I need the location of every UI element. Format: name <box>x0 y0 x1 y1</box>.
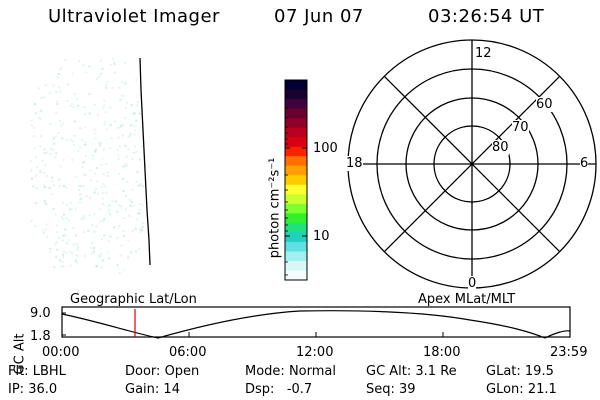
seq-value: 39 <box>399 382 416 397</box>
colorbar-swatch <box>285 118 307 129</box>
geographic-label: Geographic Lat/Lon <box>70 292 197 307</box>
gain-label: Gain: 14 <box>125 382 180 397</box>
time-tick-1800: 18:00 <box>423 345 461 360</box>
colorbar-swatch <box>285 108 307 119</box>
gc-alt-value: 3.1 Re <box>415 364 457 379</box>
mlt-label-0: 0 <box>468 276 477 291</box>
colorbar-swatch <box>285 251 307 262</box>
mlt-label-6: 6 <box>580 156 589 171</box>
colorbar-swatch <box>285 260 307 271</box>
ip-value: 36.0 <box>28 382 58 397</box>
time-tick-2359: 23:59 <box>550 345 588 360</box>
colorbar-swatch <box>285 175 307 186</box>
colorbar-swatch <box>285 222 307 233</box>
terminator-line <box>139 57 151 266</box>
glat-label: GLat: 19.5 <box>486 364 554 379</box>
time-tick-0000: 00:00 <box>42 345 80 360</box>
mode-value: Normal <box>288 364 336 379</box>
time-tick-1200: 12:00 <box>296 345 334 360</box>
colorbar-swatch <box>285 241 307 252</box>
glon-label: GLon: 21.1 <box>486 382 557 397</box>
colorbar-swatch <box>285 194 307 205</box>
mlt-label-18: 18 <box>346 156 363 171</box>
colorbar-swatch <box>285 146 307 157</box>
mode-label: Mode: Normal <box>245 364 336 379</box>
colorbar-tick-10: 10 <box>313 229 330 244</box>
colorbar-swatch <box>285 99 307 110</box>
gain-value: 14 <box>163 382 180 397</box>
colorbar-swatch <box>285 203 307 214</box>
mlt-diagonal-2 <box>383 75 561 253</box>
observation-time: 03:26:54 UT <box>428 6 545 27</box>
glon-value: 21.1 <box>527 382 557 397</box>
auroral-speckles <box>30 58 144 274</box>
lat-label-70: 70 <box>512 120 529 135</box>
lat-label-60: 60 <box>536 97 553 112</box>
dsp-label: Dsp: -0.7 <box>245 382 313 397</box>
seq-label: Seq: 39 <box>366 382 416 397</box>
colorbar-swatch <box>285 213 307 224</box>
colorbar-swatch <box>285 127 307 138</box>
time-tick-0600: 06:00 <box>169 345 207 360</box>
colorbar-swatch <box>285 89 307 100</box>
filter-label: Flt: LBHL <box>8 364 66 379</box>
colorbar-swatch <box>285 156 307 167</box>
colorbar-swatch <box>285 165 307 176</box>
filter-value: LBHL <box>32 364 66 379</box>
colorbar-swatch <box>285 80 307 91</box>
colorbar-swatch <box>285 232 307 243</box>
apex-label: Apex MLat/MLT <box>418 292 516 307</box>
alt-tick-1-8: 1.8 <box>30 329 51 344</box>
instrument-title: Ultraviolet Imager <box>48 6 220 27</box>
altitude-curve <box>61 310 571 339</box>
colorbar-swatch <box>285 137 307 148</box>
lat-label-80: 80 <box>492 140 509 155</box>
alt-tick-9: 9.0 <box>30 306 51 321</box>
colorbar-swatch <box>285 184 307 195</box>
dsp-value: -0.7 <box>286 382 313 397</box>
door-label: Door: Open <box>125 364 200 379</box>
observation-date: 07 Jun 07 <box>274 6 364 27</box>
colorbar-swatch <box>285 270 307 281</box>
glat-value: 19.5 <box>524 364 554 379</box>
gc-alt-label: GC Alt: 3.1 Re <box>366 364 457 379</box>
door-value: Open <box>164 364 200 379</box>
mlt-label-12: 12 <box>475 46 492 61</box>
ip-label: IP: 36.0 <box>8 382 58 397</box>
colorbar-tick-100: 100 <box>313 141 338 156</box>
